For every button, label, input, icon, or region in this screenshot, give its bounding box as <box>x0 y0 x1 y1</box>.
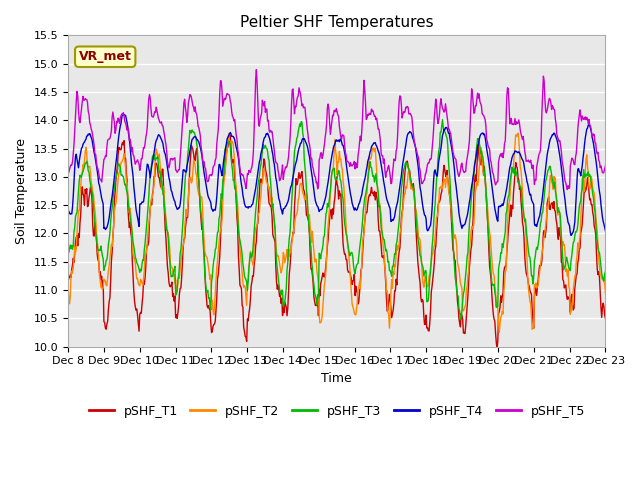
pSHF_T4 <box>419 200 426 206</box>
pSHF_T3 <box>418 261 426 266</box>
pSHF_T1 <box>74 243 81 249</box>
pSHF_T4 <box>213 194 221 200</box>
Line: pSHF_T1: pSHF_T1 <box>68 135 605 349</box>
Y-axis label: Soil Temperature: Soil Temperature <box>15 138 28 244</box>
pSHF_T1 <box>184 215 191 220</box>
Text: VR_met: VR_met <box>79 50 132 63</box>
Legend: pSHF_T1, pSHF_T2, pSHF_T3, pSHF_T4, pSHF_T5: pSHF_T1, pSHF_T2, pSHF_T3, pSHF_T4, pSHF… <box>84 400 590 423</box>
pSHF_T2 <box>129 252 137 257</box>
pSHF_T5 <box>403 105 410 110</box>
pSHF_T2 <box>418 258 426 264</box>
pSHF_T1 <box>212 307 220 313</box>
pSHF_T5 <box>74 93 81 99</box>
pSHF_T3 <box>212 245 220 251</box>
pSHF_T3 <box>602 269 609 275</box>
pSHF_T2 <box>495 329 503 335</box>
pSHF_T3 <box>458 316 465 322</box>
Line: pSHF_T4: pSHF_T4 <box>68 114 605 235</box>
pSHF_T2 <box>184 206 191 212</box>
pSHF_T4 <box>119 111 127 117</box>
pSHF_T5 <box>184 113 191 119</box>
pSHF_T2 <box>212 277 220 283</box>
pSHF_T1 <box>493 346 501 352</box>
pSHF_T4 <box>74 161 81 167</box>
pSHF_T2 <box>402 184 410 190</box>
pSHF_T3 <box>438 117 446 122</box>
Title: Peltier SHF Temperatures: Peltier SHF Temperatures <box>240 15 433 30</box>
pSHF_T5 <box>212 155 220 161</box>
Line: pSHF_T5: pSHF_T5 <box>68 70 605 190</box>
Line: pSHF_T2: pSHF_T2 <box>68 133 605 332</box>
pSHF_T3 <box>184 153 191 159</box>
pSHF_T1 <box>602 315 609 321</box>
pSHF_T3 <box>74 199 81 205</box>
pSHF_T1 <box>129 272 137 278</box>
pSHF_T5 <box>253 67 260 72</box>
pSHF_T2 <box>74 218 81 224</box>
pSHF_T5 <box>563 187 571 192</box>
X-axis label: Time: Time <box>321 372 352 385</box>
pSHF_T2 <box>602 290 609 296</box>
pSHF_T5 <box>129 152 137 157</box>
pSHF_T4 <box>64 207 72 213</box>
pSHF_T3 <box>64 251 72 257</box>
pSHF_T4 <box>602 228 609 234</box>
pSHF_T1 <box>403 158 410 164</box>
pSHF_T4 <box>130 184 138 190</box>
pSHF_T5 <box>419 180 426 186</box>
pSHF_T3 <box>402 159 410 165</box>
pSHF_T1 <box>64 279 72 285</box>
pSHF_T4 <box>403 136 410 142</box>
Line: pSHF_T3: pSHF_T3 <box>68 120 605 319</box>
pSHF_T1 <box>227 132 234 138</box>
pSHF_T4 <box>184 156 192 162</box>
pSHF_T5 <box>64 171 72 177</box>
pSHF_T3 <box>129 239 137 245</box>
pSHF_T2 <box>514 130 522 136</box>
pSHF_T2 <box>64 285 72 291</box>
pSHF_T5 <box>602 163 609 168</box>
pSHF_T1 <box>419 297 426 302</box>
pSHF_T4 <box>567 232 575 238</box>
